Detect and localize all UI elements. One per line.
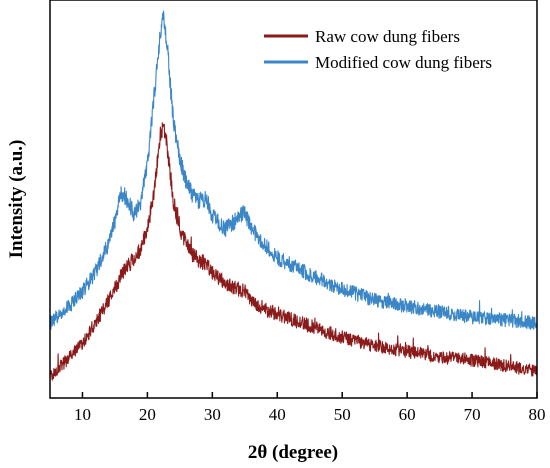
series-line-raw [49,122,538,381]
x-tick-label: 50 [334,405,351,424]
series-layer [49,10,538,381]
legend-label-modified: Modified cow dung fibers [315,53,492,72]
plot-frame [49,0,538,399]
x-tick-label: 70 [464,405,481,424]
legend-label-raw: Raw cow dung fibers [315,27,460,46]
y-axis-title: Intensity (a.u.) [6,140,27,259]
x-tick-label: 60 [399,405,416,424]
x-tick-label: 30 [204,405,221,424]
x-tick-label: 80 [529,405,546,424]
x-tick-label: 40 [269,405,286,424]
legend: Raw cow dung fibers Modified cow dung fi… [264,27,492,72]
series-line-modified [49,10,538,330]
x-tick-label: 20 [139,405,156,424]
x-tick-label: 10 [74,405,91,424]
x-axis-title: 2θ (degree) [248,442,338,463]
x-ticks: 10 20 30 40 50 60 70 80 [74,392,546,424]
